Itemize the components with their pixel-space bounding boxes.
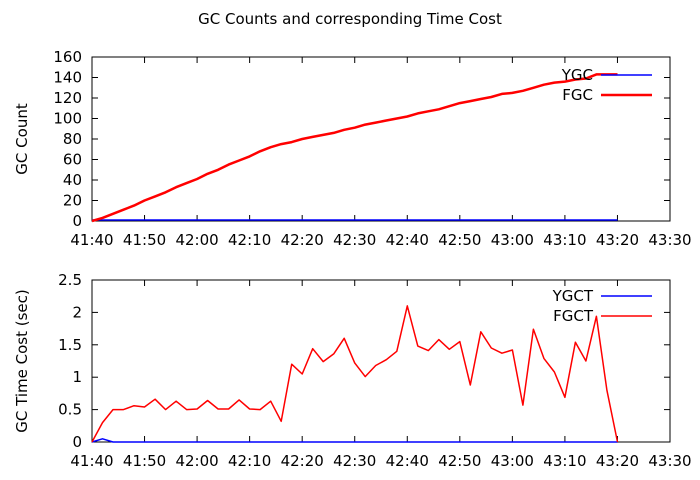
x-tick-label: 43:30 [648, 231, 691, 249]
x-tick-label: 41:40 [70, 452, 113, 470]
x-tick-label: 41:40 [70, 231, 113, 249]
legend-label-fgct: FGCT [553, 307, 594, 325]
x-tick-label: 43:30 [648, 452, 691, 470]
x-tick-label: 42:40 [386, 231, 429, 249]
y-tick-label: 0 [72, 433, 82, 451]
x-tick-label: 42:00 [175, 452, 218, 470]
y-tick-label: 0 [72, 212, 82, 230]
y-tick-label: 120 [53, 89, 82, 107]
x-tick-label: 42:50 [438, 231, 481, 249]
y-tick-label: 40 [63, 171, 82, 189]
series-line-fgc [91, 73, 618, 223]
y-tick-label: 0.5 [58, 401, 82, 419]
x-tick-label: 41:50 [123, 231, 166, 249]
x-tick-label: 43:10 [543, 231, 586, 249]
chart-panel-1: 0 20 40 60 80 100 120 140 160 41:40 41:50 42:00 42:1… [13, 48, 692, 249]
legend-label-fgc: FGC [562, 86, 593, 104]
x-tick-label: 43:20 [596, 231, 639, 249]
legend-label-ygct: YGCT [552, 287, 594, 305]
y-tick-label: 2.5 [58, 271, 82, 289]
x-tick-label: 42:50 [438, 452, 481, 470]
x-tick-label: 42:10 [228, 231, 271, 249]
x-tick-label: 42:30 [333, 452, 376, 470]
x-tick-label: 42:30 [333, 231, 376, 249]
y-axis-label: GC Count [13, 103, 31, 175]
x-tick-label: 43:20 [596, 452, 639, 470]
x-tick-label: 42:20 [281, 231, 324, 249]
series-line-ygct [91, 438, 618, 443]
y-axis-label: GC Time Cost (sec) [13, 289, 31, 432]
series-line-fgct [91, 305, 619, 443]
y-tick-label: 60 [63, 151, 82, 169]
y-tick-label: 140 [53, 69, 82, 87]
x-tick-label: 43:00 [491, 452, 534, 470]
figure-title: GC Counts and corresponding Time Cost [198, 10, 502, 28]
x-tick-label: 42:40 [386, 452, 429, 470]
x-tick-label: 42:00 [175, 231, 218, 249]
x-tick-label: 41:50 [123, 452, 166, 470]
y-tick-label: 160 [53, 48, 82, 66]
x-tick-label: 43:00 [491, 231, 534, 249]
y-tick-label: 1.5 [58, 336, 82, 354]
legend-label-ygc: YGC [561, 66, 593, 84]
y-tick-label: 2 [72, 303, 82, 321]
y-tick-label: 20 [63, 192, 82, 210]
x-tick-label: 43:10 [543, 452, 586, 470]
y-tick-label: 80 [63, 130, 82, 148]
chart-panel-2: 0 0.5 1 1.5 2 2.5 41:40 41:50 42:00 42:10 42:20 42:… [13, 271, 692, 470]
y-tick-label: 1 [72, 368, 82, 386]
x-tick-label: 42:10 [228, 452, 271, 470]
y-tick-label: 100 [53, 110, 82, 128]
x-tick-label: 42:20 [281, 452, 324, 470]
